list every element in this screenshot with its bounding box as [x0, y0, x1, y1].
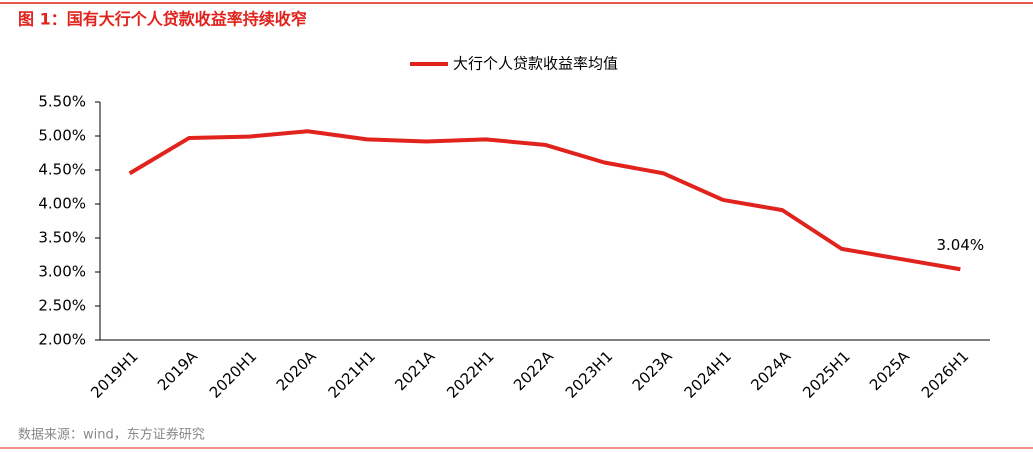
- y-tick-label: 4.50%: [38, 161, 86, 179]
- y-tick-label: 5.00%: [38, 127, 86, 145]
- x-tick-label: 2024A: [747, 347, 794, 394]
- x-tick-label: 2024H1: [681, 347, 735, 401]
- x-tick-label: 2021H1: [325, 347, 379, 401]
- x-tick-label: 2020H1: [206, 347, 260, 401]
- y-tick-label: 3.50%: [38, 229, 86, 247]
- y-tick-label: 2.50%: [38, 297, 86, 315]
- x-tick-label: 2023A: [629, 347, 676, 394]
- x-tick-label: 2019A: [154, 347, 201, 394]
- chart-title: 图 1：国有大行个人贷款收益率持续收窄: [18, 10, 307, 29]
- x-tick-label: 2023H1: [562, 347, 616, 401]
- data-line: [128, 129, 961, 272]
- x-tick-label: 2019H1: [87, 347, 141, 401]
- y-tick-label: 5.50%: [38, 93, 86, 111]
- legend-label: 大行个人贷款收益率均值: [453, 55, 618, 73]
- x-tick-label: 2022H1: [443, 347, 497, 401]
- x-tick-label: 2020A: [273, 347, 320, 394]
- y-tick-label: 2.00%: [38, 331, 86, 349]
- x-tick-label: 2025H1: [799, 347, 853, 401]
- y-tick-label: 3.00%: [38, 263, 86, 281]
- source-note: 数据来源：wind，东方证券研究: [18, 427, 205, 443]
- x-tick-label: 2025A: [866, 347, 913, 394]
- x-tick-label: 2026H1: [918, 347, 972, 401]
- y-tick-label: 4.00%: [38, 195, 86, 213]
- data-label: 3.04%: [937, 236, 985, 254]
- x-tick-label: 2022A: [510, 347, 557, 394]
- x-tick-label: 2021A: [391, 347, 438, 394]
